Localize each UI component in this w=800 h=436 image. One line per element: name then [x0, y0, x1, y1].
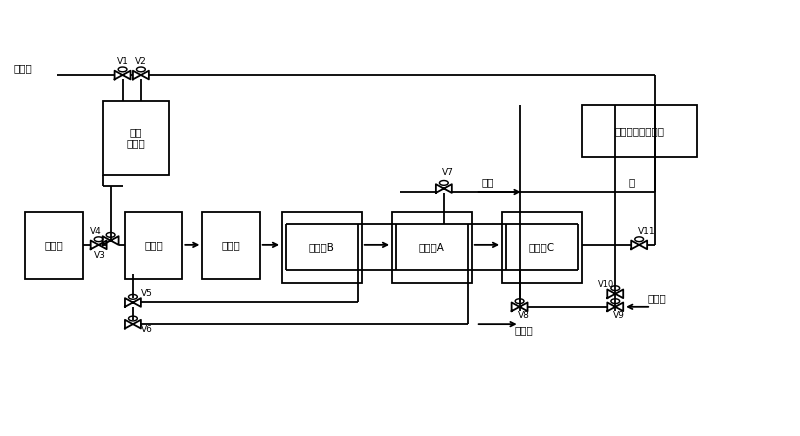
- Text: 发酵罐（流加罐）: 发酵罐（流加罐）: [614, 126, 665, 136]
- Bar: [125, 211, 182, 279]
- Text: 水: 水: [628, 177, 634, 187]
- Bar: [202, 211, 260, 279]
- Text: V7: V7: [442, 168, 454, 177]
- Text: V2: V2: [135, 58, 146, 66]
- Text: 冷却水: 冷却水: [647, 293, 666, 303]
- Text: V10: V10: [598, 280, 614, 290]
- Text: V3: V3: [94, 251, 106, 260]
- Text: V8: V8: [518, 310, 530, 320]
- Text: 补水来: 补水来: [14, 63, 32, 73]
- Text: V4: V4: [90, 227, 102, 236]
- Bar: [26, 211, 82, 279]
- Bar: [582, 106, 698, 157]
- Text: V6: V6: [142, 325, 154, 334]
- Text: 配料罐: 配料罐: [45, 240, 63, 250]
- Text: V5: V5: [142, 289, 154, 298]
- Text: V9: V9: [614, 310, 625, 320]
- Text: V1: V1: [117, 58, 129, 66]
- Text: 换热器C: 换热器C: [529, 242, 555, 252]
- Text: 蒸汽: 蒸汽: [482, 177, 494, 187]
- Text: V11: V11: [638, 227, 656, 236]
- Bar: [103, 101, 169, 175]
- Bar: [282, 211, 362, 283]
- Bar: [392, 211, 472, 283]
- Text: 换热器A: 换热器A: [419, 242, 445, 252]
- Text: 冷凝水: 冷凝水: [514, 325, 533, 335]
- Text: 连消泵: 连消泵: [144, 240, 163, 250]
- Text: 换热器B: 换热器B: [309, 242, 335, 252]
- Bar: [502, 211, 582, 283]
- Text: 维持罐: 维持罐: [222, 240, 240, 250]
- Text: 等压
水消罐: 等压 水消罐: [126, 127, 146, 149]
